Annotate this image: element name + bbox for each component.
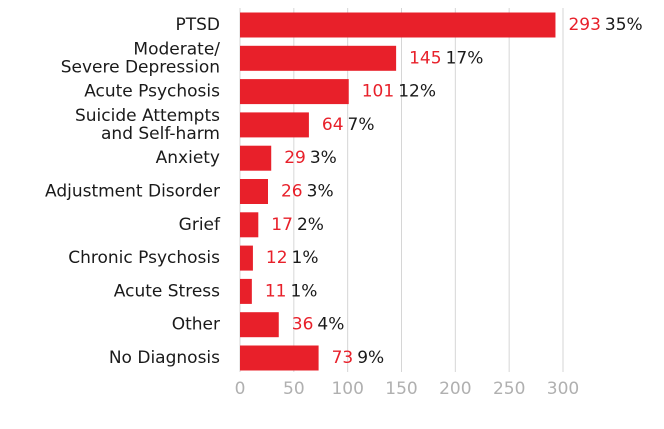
bar xyxy=(240,278,252,304)
bar xyxy=(240,79,349,105)
percent-label: 12% xyxy=(398,82,436,102)
percent-label: 17% xyxy=(446,48,484,68)
y-tick-label: Other xyxy=(172,315,220,335)
count-label: 101 xyxy=(362,82,394,102)
percent-label: 4% xyxy=(317,315,344,335)
data-label: 11 1% xyxy=(265,281,318,301)
bar xyxy=(240,12,556,38)
percent-label: 3% xyxy=(307,182,334,202)
bar xyxy=(240,245,253,271)
y-tick-label: Anxiety xyxy=(156,148,220,168)
data-label: 293 35% xyxy=(568,15,642,35)
count-label: 26 xyxy=(281,182,303,202)
percent-label: 3% xyxy=(310,148,337,168)
bar xyxy=(240,179,268,204)
x-tick-label: 150 xyxy=(385,379,417,399)
bar xyxy=(240,212,259,238)
x-tick-label: 0 xyxy=(235,379,246,399)
data-label: 64 7% xyxy=(322,115,375,135)
y-tick-label: PTSD xyxy=(175,15,220,35)
count-label: 64 xyxy=(322,115,344,135)
count-label: 11 xyxy=(265,281,287,301)
data-label: 17 2% xyxy=(271,215,324,235)
data-label: 101 12% xyxy=(362,82,436,102)
x-tick-label: 300 xyxy=(547,379,579,399)
y-tick-label: Chronic Psychosis xyxy=(68,248,220,268)
bar xyxy=(240,345,319,371)
data-label: 26 3% xyxy=(281,182,334,202)
percent-label: 1% xyxy=(290,281,317,301)
count-label: 29 xyxy=(284,148,306,168)
count-label: 17 xyxy=(271,215,293,235)
count-label: 36 xyxy=(292,315,314,335)
y-tick-label: Moderate/Severe Depression xyxy=(61,39,221,77)
bar xyxy=(240,112,309,138)
bar xyxy=(240,45,397,71)
data-label: 145 17% xyxy=(409,48,483,68)
y-tick-label: Acute Psychosis xyxy=(84,82,220,102)
data-label: 73 9% xyxy=(332,348,385,368)
data-label: 12 1% xyxy=(266,248,319,268)
y-tick-label: No Diagnosis xyxy=(109,348,220,368)
percent-label: 35% xyxy=(605,15,643,35)
data-label: 29 3% xyxy=(284,148,337,168)
y-tick-label: Acute Stress xyxy=(114,281,220,301)
percent-label: 7% xyxy=(348,115,375,135)
y-tick-label: Adjustment Disorder xyxy=(45,182,220,202)
x-tick-label: 100 xyxy=(331,379,363,399)
bar xyxy=(240,145,272,171)
count-label: 12 xyxy=(266,248,288,268)
count-label: 73 xyxy=(332,348,354,368)
x-tick-label: 250 xyxy=(493,379,525,399)
count-label: 293 xyxy=(568,15,600,35)
count-label: 145 xyxy=(409,48,441,68)
y-tick-label: Grief xyxy=(179,215,221,235)
x-tick-label: 200 xyxy=(439,379,471,399)
percent-label: 2% xyxy=(297,215,324,235)
bar xyxy=(240,312,279,338)
x-tick-label: 50 xyxy=(283,379,305,399)
data-label: 36 4% xyxy=(292,315,345,335)
percent-label: 9% xyxy=(357,348,384,368)
percent-label: 1% xyxy=(292,248,319,268)
y-tick-label: Suicide Attempts and Self-harm xyxy=(75,106,220,144)
